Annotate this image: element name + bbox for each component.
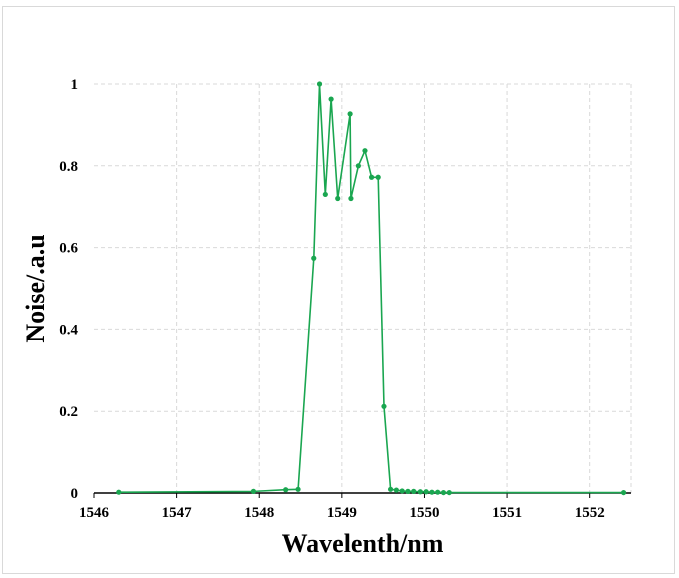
data-point xyxy=(250,488,257,494)
data-point xyxy=(417,489,423,495)
data-point xyxy=(423,489,429,495)
series-layer xyxy=(116,81,627,496)
data-point xyxy=(348,195,354,202)
data-point xyxy=(322,191,328,198)
data-point xyxy=(381,403,387,409)
data-point xyxy=(295,486,301,492)
y-axis-title: Noise/.a.u xyxy=(21,234,50,342)
data-point xyxy=(620,489,627,496)
data-point xyxy=(405,488,411,494)
data-point xyxy=(411,488,417,494)
data-point xyxy=(362,148,368,154)
data-point xyxy=(328,96,334,102)
data-point xyxy=(116,489,122,495)
data-point xyxy=(375,174,381,180)
x-tick-label: 1551 xyxy=(492,505,522,521)
y-tick-label: 0.8 xyxy=(59,159,78,175)
y-tick-label: 1 xyxy=(71,77,79,93)
chart-frame xyxy=(2,6,675,574)
series-line xyxy=(118,83,624,494)
data-point xyxy=(446,489,452,496)
data-point xyxy=(316,81,323,87)
data-point xyxy=(387,486,394,492)
data-point xyxy=(435,489,441,495)
x-tick-label: 1546 xyxy=(79,505,110,521)
x-axis-title: Wavelenth/nm xyxy=(282,529,444,558)
data-point xyxy=(399,488,405,494)
data-point xyxy=(355,163,361,169)
y-tick-label: 0.6 xyxy=(59,241,78,257)
data-point xyxy=(335,195,341,202)
data-point xyxy=(283,487,289,493)
y-tick-label: 0 xyxy=(71,486,79,502)
y-tick-label: 0.4 xyxy=(59,322,78,338)
data-point xyxy=(347,111,353,117)
x-tick-label: 1549 xyxy=(327,505,357,521)
x-tick-label: 1548 xyxy=(244,505,274,521)
data-point xyxy=(440,489,447,496)
data-point xyxy=(368,174,375,180)
tick-layer: 1546 1547 1548 1549 1550 1551 1552 0 0.2 0.4 0.6 0.… xyxy=(59,77,604,521)
grid-layer xyxy=(94,83,632,493)
x-tick-label: 1552 xyxy=(575,505,605,521)
data-point xyxy=(393,487,399,493)
x-tick-label: 1547 xyxy=(162,505,193,521)
data-point xyxy=(311,255,317,261)
y-tick-label: 0.2 xyxy=(59,404,78,420)
x-tick-label: 1550 xyxy=(409,505,439,521)
data-point xyxy=(429,489,435,495)
